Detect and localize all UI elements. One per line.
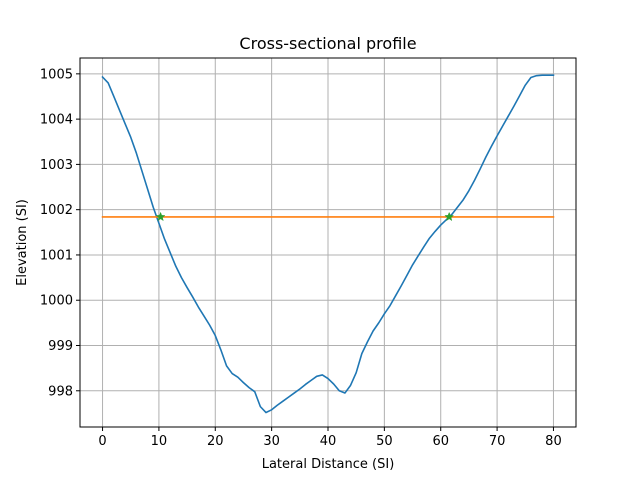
intersection-marker bbox=[155, 211, 166, 222]
y-tick-label: 1001 bbox=[40, 248, 73, 263]
plot-series bbox=[101, 74, 555, 414]
x-tick-label: 20 bbox=[207, 434, 224, 449]
y-tick-label: 1003 bbox=[40, 158, 73, 173]
y-axis-title: Elevation (SI) bbox=[15, 199, 30, 286]
y-tick-label: 1005 bbox=[40, 67, 73, 82]
x-tick-label: 80 bbox=[545, 434, 562, 449]
x-tick-label: 50 bbox=[376, 434, 393, 449]
grid bbox=[80, 58, 576, 427]
y-tick-label: 998 bbox=[48, 384, 73, 399]
axis-ticks: 0 10 20 30 40 50 60 70 80 998 999 1000 1001 1002 1003 1… bbox=[40, 67, 562, 449]
x-tick-label: 40 bbox=[320, 434, 337, 449]
profile-line bbox=[101, 74, 555, 414]
chart-title: Cross-sectional profile bbox=[239, 34, 416, 53]
x-tick-label: 30 bbox=[263, 434, 280, 449]
x-axis-title: Lateral Distance (SI) bbox=[262, 457, 395, 472]
y-tick-label: 999 bbox=[48, 339, 73, 354]
intersection-marker bbox=[444, 211, 455, 222]
x-tick-label: 60 bbox=[432, 434, 449, 449]
y-tick-label: 1000 bbox=[40, 294, 73, 309]
y-tick-label: 1004 bbox=[40, 113, 73, 128]
x-tick-label: 0 bbox=[98, 434, 106, 449]
x-tick-label: 70 bbox=[489, 434, 506, 449]
y-tick-label: 1002 bbox=[40, 203, 73, 218]
x-tick-label: 10 bbox=[151, 434, 168, 449]
